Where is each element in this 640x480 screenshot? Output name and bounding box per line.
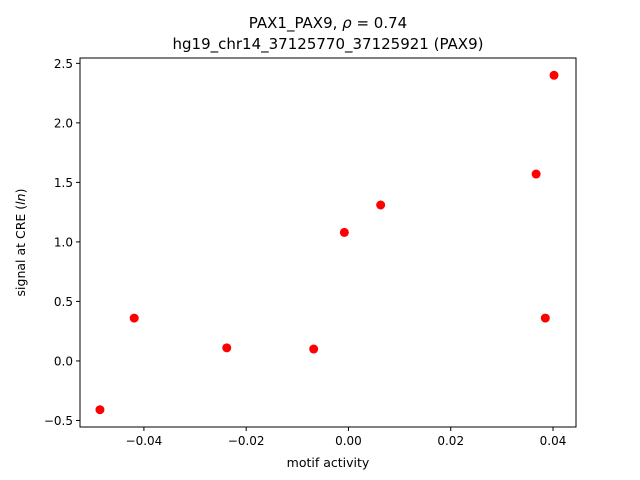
- data-point: [95, 405, 105, 415]
- axes-frame: [79, 57, 577, 428]
- x-axis-label: motif activity: [287, 455, 370, 470]
- data-point: [222, 343, 232, 353]
- x-tick-label: 0.04: [540, 434, 567, 448]
- x-tick-label: −0.02: [228, 434, 265, 448]
- chart-title-line1: PAX1_PAX9, ρ = 0.74: [249, 14, 407, 33]
- y-tick-label: −0.5: [44, 414, 73, 428]
- x-tick-label: −0.04: [126, 434, 163, 448]
- chart-title-line2: hg19_chr14_37125770_37125921 (PAX9): [173, 35, 484, 54]
- data-point: [540, 313, 550, 323]
- plot-area: −0.04 −0.02 0.00 0.02 0.04 −0.5 0.0 0.5 1.0 1.5 2.…: [44, 57, 566, 448]
- y-tick-label: 2.0: [54, 116, 73, 130]
- y-tick-label: 0.5: [54, 295, 73, 309]
- y-tick-label: 1.0: [54, 235, 73, 249]
- data-point: [549, 70, 559, 80]
- data-point: [531, 169, 541, 179]
- y-tick-label: 2.5: [54, 57, 73, 71]
- data-point: [129, 313, 139, 323]
- data-point: [309, 344, 319, 354]
- x-tick-label: 0.02: [437, 434, 464, 448]
- data-point: [376, 200, 386, 210]
- y-axis-label: signal at CRE (ln): [13, 189, 28, 297]
- data-point: [339, 227, 349, 237]
- x-tick-label: 0.00: [335, 434, 362, 448]
- y-tick-label: 1.5: [54, 176, 73, 190]
- y-tick-label: 0.0: [54, 354, 73, 368]
